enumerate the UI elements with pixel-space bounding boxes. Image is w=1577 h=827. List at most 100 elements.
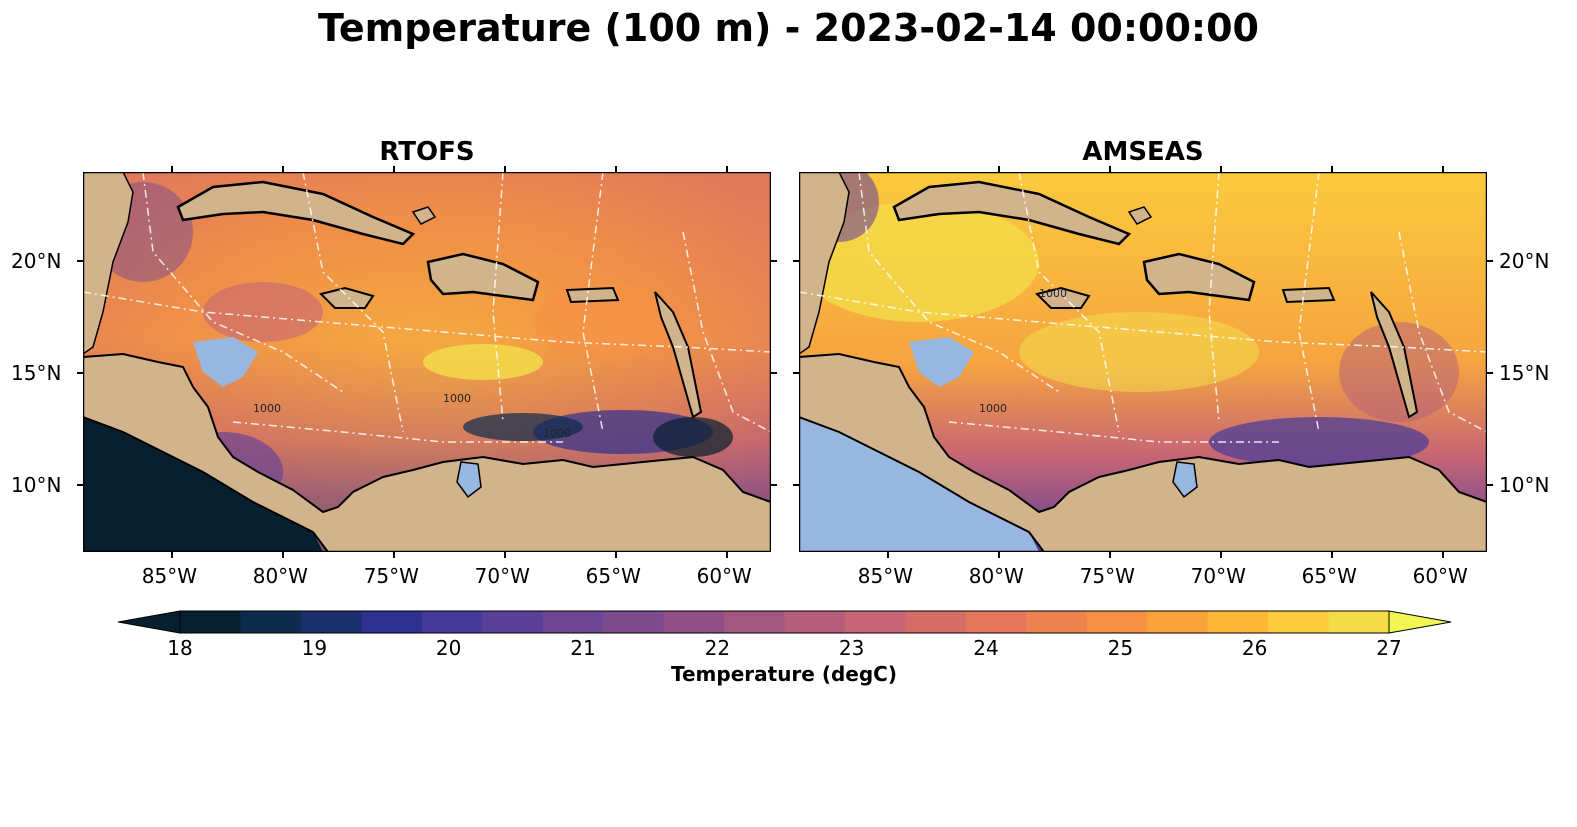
colorbar-tick-label: 20	[435, 636, 462, 660]
lat-tick-mark	[771, 260, 777, 263]
colorbar-swatch	[844, 611, 906, 633]
colorbar-swatch	[482, 611, 544, 633]
contour-label: 1000	[979, 402, 1007, 415]
colorbar-swatch	[1026, 611, 1088, 633]
lat-tick-label: 10°N	[11, 472, 62, 497]
colorbar	[117, 610, 1452, 634]
figure-title: Temperature (100 m) - 2023-02-14 00:00:0…	[317, 6, 1259, 50]
lat-tick-label: 15°N	[1499, 361, 1550, 386]
lon-tick-mark	[725, 166, 728, 172]
colorbar-swatch	[180, 611, 241, 633]
lon-tick-mark	[170, 552, 173, 558]
panel-title-amseas: AMSEAS	[1082, 137, 1204, 167]
lat-tick-mark	[793, 372, 799, 375]
lat-tick-mark	[77, 483, 83, 486]
map-amseas-svg: 1000 1000	[799, 172, 1487, 552]
colorbar-tick-label: 22	[704, 636, 731, 660]
lat-tick-mark	[793, 483, 799, 486]
colorbar-swatch	[240, 611, 302, 633]
colorbar-swatch	[542, 611, 604, 633]
lon-tick-label: 65°W	[1301, 564, 1357, 588]
lat-tick-mark	[793, 260, 799, 263]
lon-tick-mark	[1219, 166, 1222, 172]
lon-tick-mark	[886, 552, 889, 558]
colorbar-swatch	[663, 611, 725, 633]
lat-tick-label: 20°N	[11, 249, 62, 274]
map-panel-amseas: 1000 1000	[799, 172, 1487, 552]
colorbar-extend-low	[117, 610, 181, 634]
lat-tick-label: 20°N	[1499, 249, 1550, 274]
lat-tick-mark	[771, 372, 777, 375]
lon-tick-mark	[170, 166, 173, 172]
colorbar-tick-label: 21	[570, 636, 596, 660]
colorbar-tick-label: 23	[838, 636, 865, 660]
lon-tick-mark	[997, 166, 1000, 172]
colorbar-swatch	[1328, 611, 1390, 633]
lon-tick-mark	[1108, 166, 1111, 172]
contour-label: 1000	[253, 402, 281, 415]
map-rtofs-svg: 1000 1000 1000	[83, 172, 771, 552]
colorbar-tick-label: 18	[167, 636, 193, 660]
lon-tick-mark	[281, 552, 284, 558]
contour-label: 1000	[443, 392, 471, 405]
colorbar-swatch	[1086, 611, 1148, 633]
lon-tick-mark	[886, 166, 889, 172]
contour-label: 1000	[1039, 287, 1067, 300]
map-panel-rtofs: 1000 1000 1000	[83, 172, 771, 552]
lat-tick-mark	[1487, 483, 1493, 486]
lon-tick-label: 80°W	[252, 564, 308, 588]
lon-tick-label: 85°W	[141, 564, 197, 588]
lat-tick-label: 10°N	[1499, 472, 1550, 497]
lon-tick-label: 80°W	[968, 564, 1024, 588]
lat-tick-mark	[1487, 372, 1493, 375]
colorbar-swatch	[1268, 611, 1330, 633]
lon-tick-mark	[1441, 166, 1444, 172]
lon-tick-label: 75°W	[1079, 564, 1135, 588]
colorbar-tick-label: 24	[973, 636, 999, 660]
colorbar-swatch	[1207, 611, 1269, 633]
lon-tick-mark	[281, 166, 284, 172]
colorbar-swatch	[965, 611, 1027, 633]
lon-tick-mark	[503, 166, 506, 172]
colorbar-tick-label: 25	[1107, 636, 1134, 660]
lon-tick-mark	[1330, 166, 1333, 172]
lat-tick-mark	[771, 483, 777, 486]
colorbar-swatch	[421, 611, 483, 633]
lon-tick-mark	[997, 552, 1000, 558]
lat-tick-mark	[77, 372, 83, 375]
lon-tick-label: 60°W	[696, 564, 752, 588]
lon-tick-mark	[1441, 552, 1444, 558]
colorbar-swatch	[1147, 611, 1209, 633]
lon-tick-mark	[503, 552, 506, 558]
lat-tick-mark	[77, 260, 83, 263]
colorbar-label: Temperature (degC)	[671, 662, 897, 686]
colorbar-swatch	[300, 611, 362, 633]
lon-tick-label: 75°W	[363, 564, 419, 588]
panel-title-rtofs: RTOFS	[379, 137, 475, 167]
colorbar-outline	[179, 610, 1390, 634]
lon-tick-mark	[1219, 552, 1222, 558]
lat-tick-label: 15°N	[11, 361, 62, 386]
colorbar-swatch	[784, 611, 846, 633]
colorbar-tick-label: 19	[301, 636, 328, 660]
lon-tick-label: 70°W	[474, 564, 530, 588]
colorbar-tick-label: 26	[1241, 636, 1268, 660]
lon-tick-mark	[1330, 552, 1333, 558]
lon-tick-mark	[614, 552, 617, 558]
colorbar-swatch	[905, 611, 967, 633]
colorbar-tick-label: 27	[1376, 636, 1402, 660]
colorbar-extend-high	[1388, 610, 1452, 634]
colorbar-swatch	[603, 611, 665, 633]
contour-label: 1000	[543, 427, 571, 440]
lon-tick-label: 85°W	[857, 564, 913, 588]
lon-tick-mark	[725, 552, 728, 558]
colorbar-swatch	[361, 611, 423, 633]
lon-tick-mark	[1108, 552, 1111, 558]
lon-tick-mark	[392, 552, 395, 558]
lon-tick-label: 70°W	[1190, 564, 1246, 588]
lon-tick-label: 65°W	[585, 564, 641, 588]
colorbar-swatch	[724, 611, 785, 633]
lon-tick-mark	[614, 166, 617, 172]
lon-tick-label: 60°W	[1412, 564, 1468, 588]
lat-tick-mark	[1487, 260, 1493, 263]
